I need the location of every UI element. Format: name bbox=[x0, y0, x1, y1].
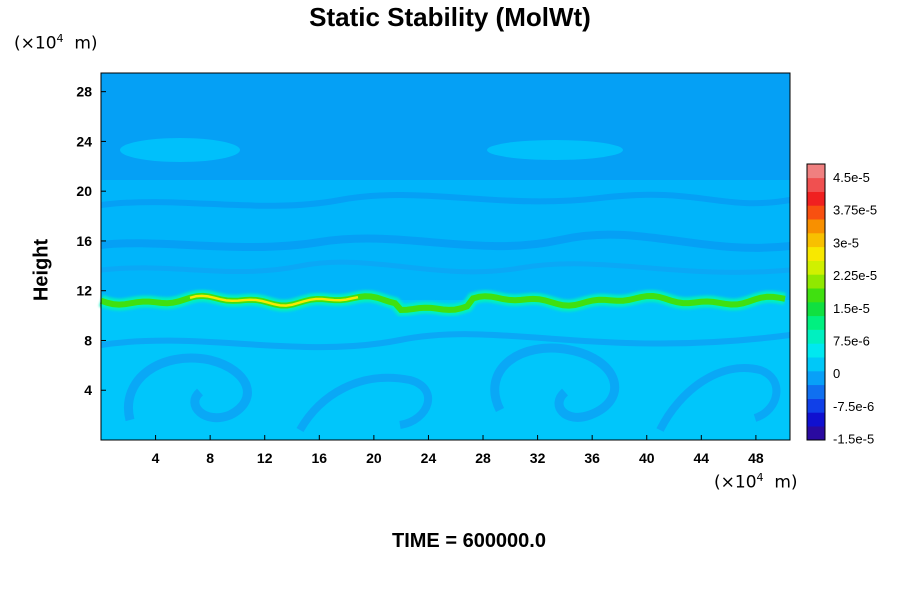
x-axis: 4 8 12 16 20 24 28 32 36 40 44 48 bbox=[152, 435, 764, 466]
colorbar-swatch bbox=[807, 426, 825, 441]
field-streak bbox=[100, 331, 791, 351]
time-label: TIME = 600000.0 bbox=[392, 530, 546, 552]
colorbar-swatch bbox=[807, 164, 825, 179]
x-tick-label: 4 bbox=[152, 450, 160, 466]
colorbar-swatch bbox=[807, 343, 825, 358]
x-tick-label: 16 bbox=[312, 450, 328, 466]
colorbar-swatch bbox=[807, 398, 825, 413]
y-tick-label: 12 bbox=[76, 283, 92, 299]
y-tick-label: 20 bbox=[76, 183, 92, 199]
field-blob-right bbox=[487, 140, 623, 160]
colorbar-swatch bbox=[807, 260, 825, 275]
colorbar-swatch bbox=[807, 412, 825, 427]
y-axis: 4 8 12 16 20 24 28 bbox=[76, 84, 106, 398]
field-swirl bbox=[124, 353, 252, 423]
y-unit-label: (×104 m) bbox=[14, 32, 98, 54]
x-tick-label: 48 bbox=[748, 450, 764, 466]
field-streak bbox=[100, 259, 791, 275]
colorbar-swatch bbox=[807, 233, 825, 248]
y-tick-label: 24 bbox=[76, 133, 92, 149]
chart-title: Static Stability (MolWt) bbox=[309, 2, 591, 32]
field-streak bbox=[100, 230, 791, 252]
y-tick-label: 8 bbox=[84, 332, 92, 348]
field-swirl bbox=[296, 373, 433, 433]
tropopause-band-inner bbox=[189, 294, 359, 307]
colorbar-label: 4.5e-5 bbox=[833, 170, 870, 185]
colorbar-swatch bbox=[807, 357, 825, 372]
x-tick-label: 32 bbox=[530, 450, 546, 466]
colorbar-label: 3.75e-5 bbox=[833, 203, 877, 218]
colorbar-swatch bbox=[807, 384, 825, 399]
heatmap-field bbox=[99, 72, 791, 441]
x-tick-label: 24 bbox=[421, 450, 437, 466]
colorbar-swatch bbox=[807, 191, 825, 206]
colorbar-swatch bbox=[807, 288, 825, 303]
colorbar-label: 3e-5 bbox=[833, 235, 859, 250]
field-swirl bbox=[656, 364, 781, 432]
x-tick-label: 12 bbox=[257, 450, 273, 466]
x-tick-label: 44 bbox=[694, 450, 710, 466]
x-tick-label: 28 bbox=[475, 450, 491, 466]
colorbar-swatch bbox=[807, 274, 825, 289]
colorbar-swatch bbox=[807, 315, 825, 330]
colorbar-label: 0 bbox=[833, 366, 840, 381]
field-swirl bbox=[490, 343, 620, 422]
field-blob-left bbox=[120, 138, 240, 162]
field-streak bbox=[100, 191, 791, 209]
colorbar-swatch bbox=[807, 302, 825, 317]
y-tick-label: 28 bbox=[76, 84, 92, 100]
colorbar-label: 7.5e-6 bbox=[833, 334, 870, 349]
plot-frame bbox=[100, 72, 791, 441]
colorbar-swatch bbox=[807, 246, 825, 261]
colorbar-swatch bbox=[807, 205, 825, 220]
x-tick-label: 40 bbox=[639, 450, 655, 466]
y-tick-label: 4 bbox=[84, 382, 92, 398]
colorbar-swatch bbox=[807, 371, 825, 386]
colorbar-label: 2.25e-5 bbox=[833, 268, 877, 283]
x-tick-label: 36 bbox=[584, 450, 600, 466]
colorbar-swatch bbox=[807, 177, 825, 192]
colorbar-label: -1.5e-5 bbox=[833, 432, 874, 447]
colorbar-label: -7.5e-6 bbox=[833, 399, 874, 414]
colorbar-label: 1.5e-5 bbox=[833, 301, 870, 316]
x-unit-label: (×104 m) bbox=[714, 471, 798, 493]
y-tick-label: 16 bbox=[76, 233, 92, 249]
colorbar-swatch bbox=[807, 219, 825, 234]
colorbar-swatch bbox=[807, 329, 825, 344]
x-tick-label: 20 bbox=[366, 450, 382, 466]
x-tick-label: 8 bbox=[206, 450, 214, 466]
colorbar: 4.5e-5 3.75e-5 3e-5 2.25e-5 1.5e-5 7.5e-6 0 -7.… bbox=[806, 163, 877, 447]
colorbar-frame bbox=[806, 163, 826, 441]
